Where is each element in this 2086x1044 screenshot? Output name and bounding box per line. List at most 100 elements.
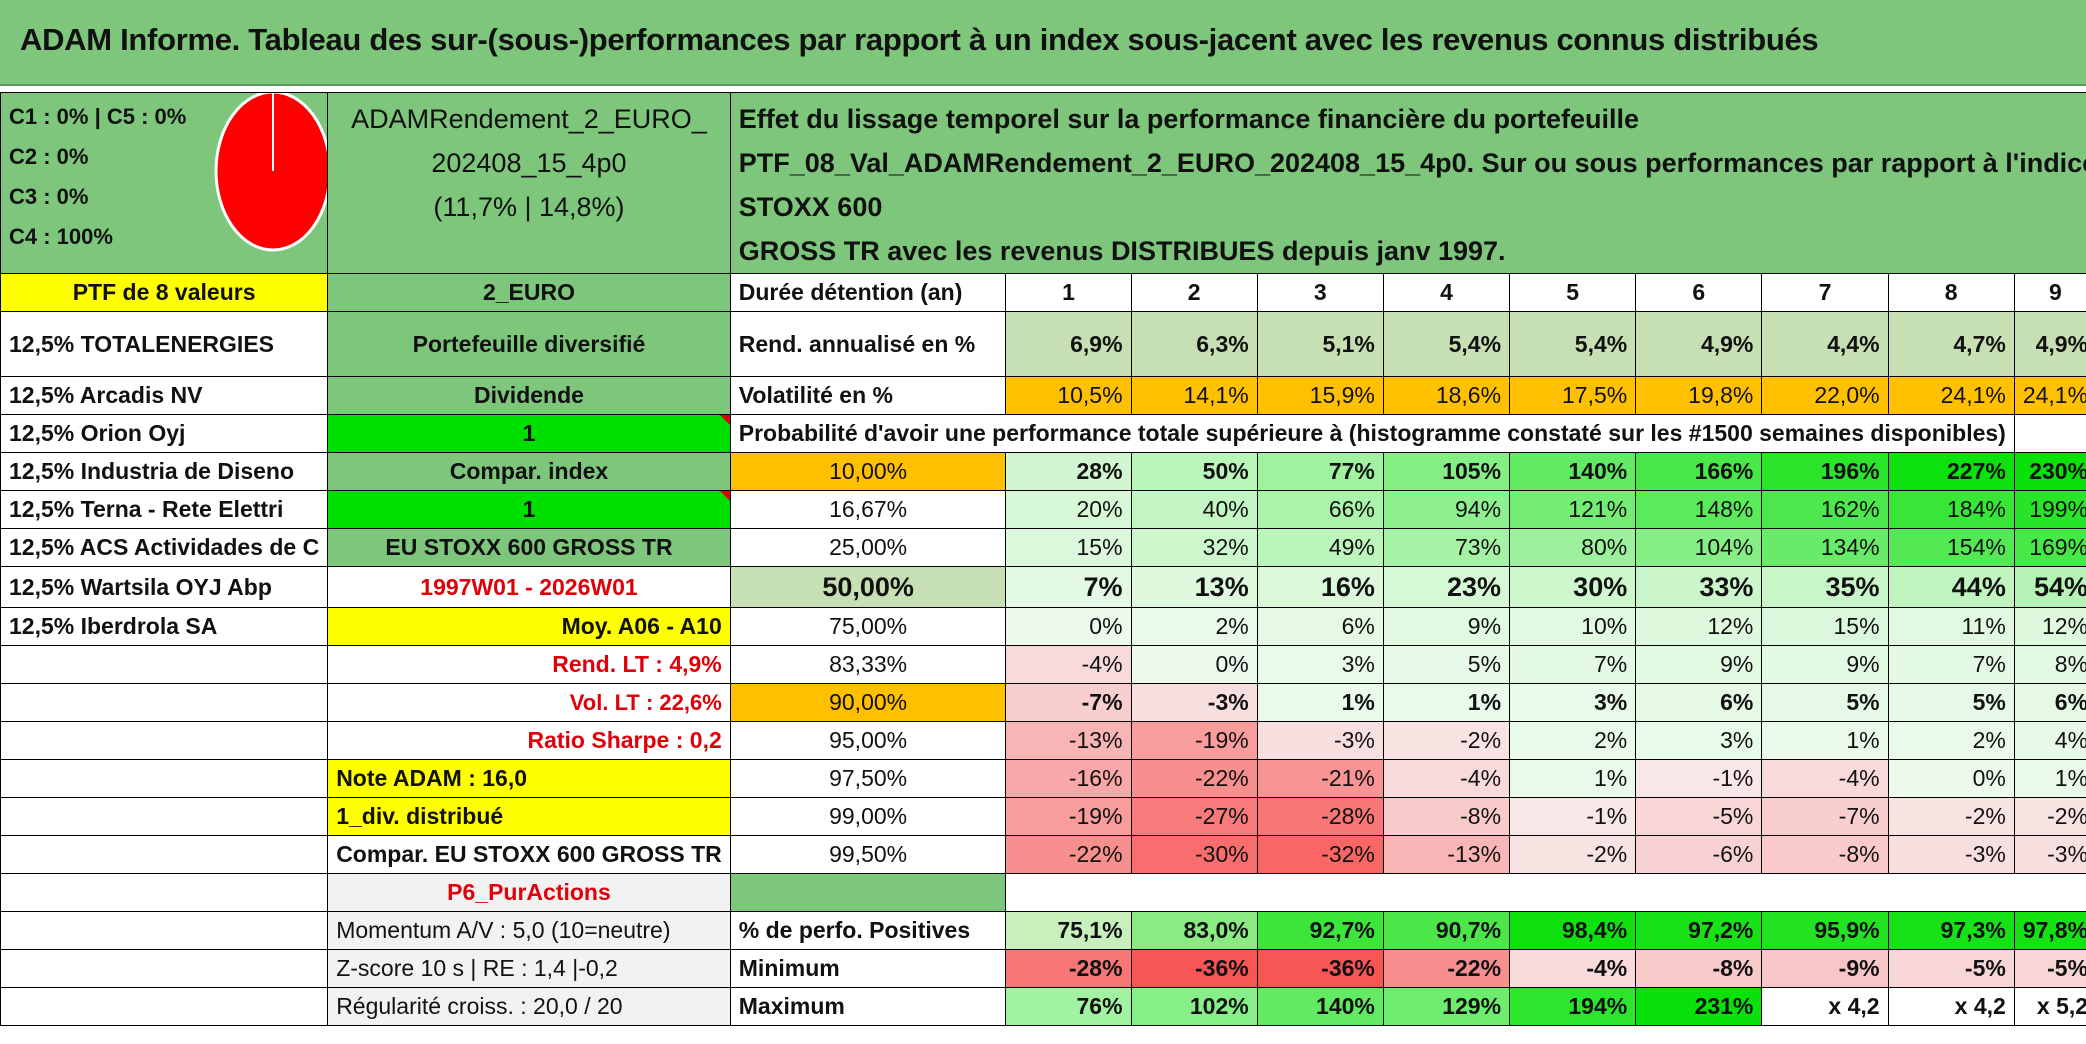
minimum-value: -9% bbox=[1761, 949, 1889, 988]
quantile-value: -30% bbox=[1130, 835, 1258, 874]
quantile-prob: 95,00% bbox=[729, 721, 1007, 760]
vol-value: 24,1% bbox=[1887, 376, 2015, 415]
positives-value: 75,1% bbox=[1005, 911, 1132, 950]
quantile-value: -8% bbox=[1761, 835, 1889, 874]
minimum-value: -5% bbox=[1887, 949, 2015, 988]
info-16: Momentum A/V : 5,0 (10=neutre) bbox=[327, 911, 731, 950]
pie-legend-item: C4 : 100% bbox=[9, 224, 113, 249]
info-cell: EU STOXX 600 GROSS TR bbox=[327, 528, 731, 567]
table-row: 12,5% Industria de Diseno Compar. index 10… bbox=[0, 452, 2086, 491]
holding-name bbox=[0, 797, 329, 836]
quantile-value: -4% bbox=[1382, 759, 1511, 798]
quantile-value: 9% bbox=[1635, 645, 1763, 684]
holding-name bbox=[0, 683, 329, 722]
quantile-value: -22% bbox=[1130, 759, 1258, 798]
maximum-value: 102% bbox=[1130, 987, 1258, 1026]
quantile-value: 20% bbox=[1005, 490, 1132, 529]
quantile-value: 230% bbox=[2013, 452, 2086, 491]
quantile-value: 1% bbox=[2013, 759, 2086, 798]
quantile-value: 1% bbox=[1382, 683, 1511, 722]
info-cell: Compar. index bbox=[327, 452, 731, 491]
quantile-value: 140% bbox=[1509, 452, 1637, 491]
holding-name bbox=[0, 835, 329, 874]
year-header: 1 bbox=[1005, 273, 1132, 312]
quantile-value: 77% bbox=[1256, 452, 1384, 491]
quantile-value: 148% bbox=[1635, 490, 1763, 529]
quantile-value: 154% bbox=[1887, 528, 2015, 567]
quantile-value: -16% bbox=[1005, 759, 1132, 798]
empty-cell bbox=[2013, 414, 2086, 453]
rend-label: Rend. annualisé en % bbox=[729, 311, 1007, 377]
quantile-value: 227% bbox=[1887, 452, 2015, 491]
quantile-value: 7% bbox=[1509, 645, 1637, 684]
quantile-value: 30% bbox=[1509, 566, 1637, 608]
maximum-value: 231% bbox=[1635, 987, 1763, 1026]
quantile-value: -2% bbox=[1887, 797, 2015, 836]
table-row: 12,5% ACS Actividades de C EU STOXX 600 G… bbox=[0, 528, 2086, 567]
portfolio-name-line: ADAMRendement_2_EURO_ bbox=[351, 104, 707, 134]
rend-value: 5,4% bbox=[1509, 311, 1637, 377]
table-row: C1 : 0% | C5 : 0% C2 : 0% C3 : 0% C4 : 100%… bbox=[0, 92, 2086, 274]
info-1: Portefeuille diversifié bbox=[327, 311, 731, 377]
info-18: Régularité croiss. : 20,0 / 20 bbox=[327, 987, 731, 1026]
quantile-value: 33% bbox=[1635, 566, 1763, 608]
rend-value: 4,7% bbox=[1887, 311, 2015, 377]
minimum-value: -22% bbox=[1382, 949, 1511, 988]
info-cell: Vol. LT : 22,6% bbox=[327, 683, 731, 722]
info-0: 2_EURO bbox=[327, 273, 731, 312]
vol-value: 22,0% bbox=[1761, 376, 1889, 415]
year-header: 4 bbox=[1382, 273, 1511, 312]
quantile-value: -21% bbox=[1256, 759, 1384, 798]
empty-cell bbox=[1005, 873, 2086, 912]
quantile-value: 104% bbox=[1635, 528, 1763, 567]
table-row: P6_PurActions bbox=[0, 873, 2086, 912]
quantile-value: 6% bbox=[1256, 607, 1384, 646]
maximum-value: 194% bbox=[1509, 987, 1637, 1026]
maximum-value: x 5,2 bbox=[2013, 987, 2086, 1026]
quantile-value: 35% bbox=[1761, 566, 1889, 608]
quantile-value: 15% bbox=[1761, 607, 1889, 646]
quantile-value: 10% bbox=[1509, 607, 1637, 646]
quantile-value: 196% bbox=[1761, 452, 1889, 491]
quantile-value: 49% bbox=[1256, 528, 1384, 567]
quantile-value: 5% bbox=[1887, 683, 2015, 722]
quantile-value: 73% bbox=[1382, 528, 1511, 567]
table-row: 12,5% Terna - Rete Elettri 1 16,67% 20% 40% 6… bbox=[0, 490, 2086, 529]
vol-value: 24,1% bbox=[2013, 376, 2086, 415]
quantile-value: 9% bbox=[1382, 607, 1511, 646]
positives-value: 90,7% bbox=[1382, 911, 1511, 950]
quantile-prob: 75,00% bbox=[729, 607, 1007, 646]
table-row: 12,5% Orion Oyj 1 Probabilité d'avoir une … bbox=[0, 414, 2086, 453]
info-2: Dividende bbox=[327, 376, 731, 415]
holding-name: 12,5% Terna - Rete Elettri bbox=[0, 490, 329, 529]
spacer-green bbox=[729, 873, 1007, 912]
year-header: 8 bbox=[1887, 273, 2015, 312]
quantile-value: 7% bbox=[1005, 566, 1132, 608]
quantile-value: -13% bbox=[1005, 721, 1132, 760]
quantile-value: 7% bbox=[1887, 645, 2015, 684]
quantile-value: 166% bbox=[1635, 452, 1763, 491]
quantile-prob: 90,00% bbox=[729, 683, 1007, 722]
quantile-value: 28% bbox=[1005, 452, 1132, 491]
quantile-prob: 50,00% bbox=[729, 566, 1007, 608]
quantile-value: 12% bbox=[2013, 607, 2086, 646]
positives-value: 83,0% bbox=[1130, 911, 1258, 950]
quantile-value: 1% bbox=[1256, 683, 1384, 722]
description-line: Effet du lissage temporel sur la perform… bbox=[738, 104, 1639, 134]
table-row: Vol. LT : 22,6% 90,00% -7% -3% 1% 1% 3% 6% 5% 5% 6… bbox=[0, 683, 2086, 722]
vol-value: 18,6% bbox=[1382, 376, 1511, 415]
holding-name bbox=[0, 645, 329, 684]
positives-value: 97,8% bbox=[2013, 911, 2086, 950]
quantile-value: -19% bbox=[1005, 797, 1132, 836]
positives-value: 98,4% bbox=[1509, 911, 1637, 950]
vol-value: 19,8% bbox=[1635, 376, 1763, 415]
maximum-value: 76% bbox=[1005, 987, 1132, 1026]
table-row: 12,5% Iberdrola SA Moy. A06 - A10 75,00% 0%… bbox=[0, 607, 2086, 646]
quantile-prob: 99,50% bbox=[729, 835, 1007, 874]
positives-value: 95,9% bbox=[1761, 911, 1889, 950]
quantile-prob: 97,50% bbox=[729, 759, 1007, 798]
quantile-value: -1% bbox=[1509, 797, 1637, 836]
year-header: 7 bbox=[1761, 273, 1889, 312]
pie-slice-c4 bbox=[214, 93, 327, 252]
info-cell: Compar. EU STOXX 600 GROSS TR bbox=[327, 835, 731, 874]
